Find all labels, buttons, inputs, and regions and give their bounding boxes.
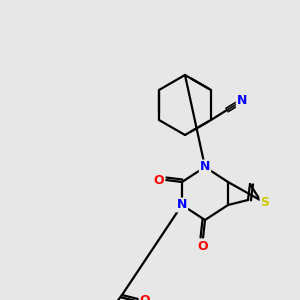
Text: N: N [237,94,247,107]
Text: O: O [140,295,150,300]
Text: S: S [260,196,269,209]
Text: O: O [198,239,208,253]
Text: N: N [177,199,187,212]
Text: N: N [200,160,210,173]
Text: O: O [154,173,164,187]
